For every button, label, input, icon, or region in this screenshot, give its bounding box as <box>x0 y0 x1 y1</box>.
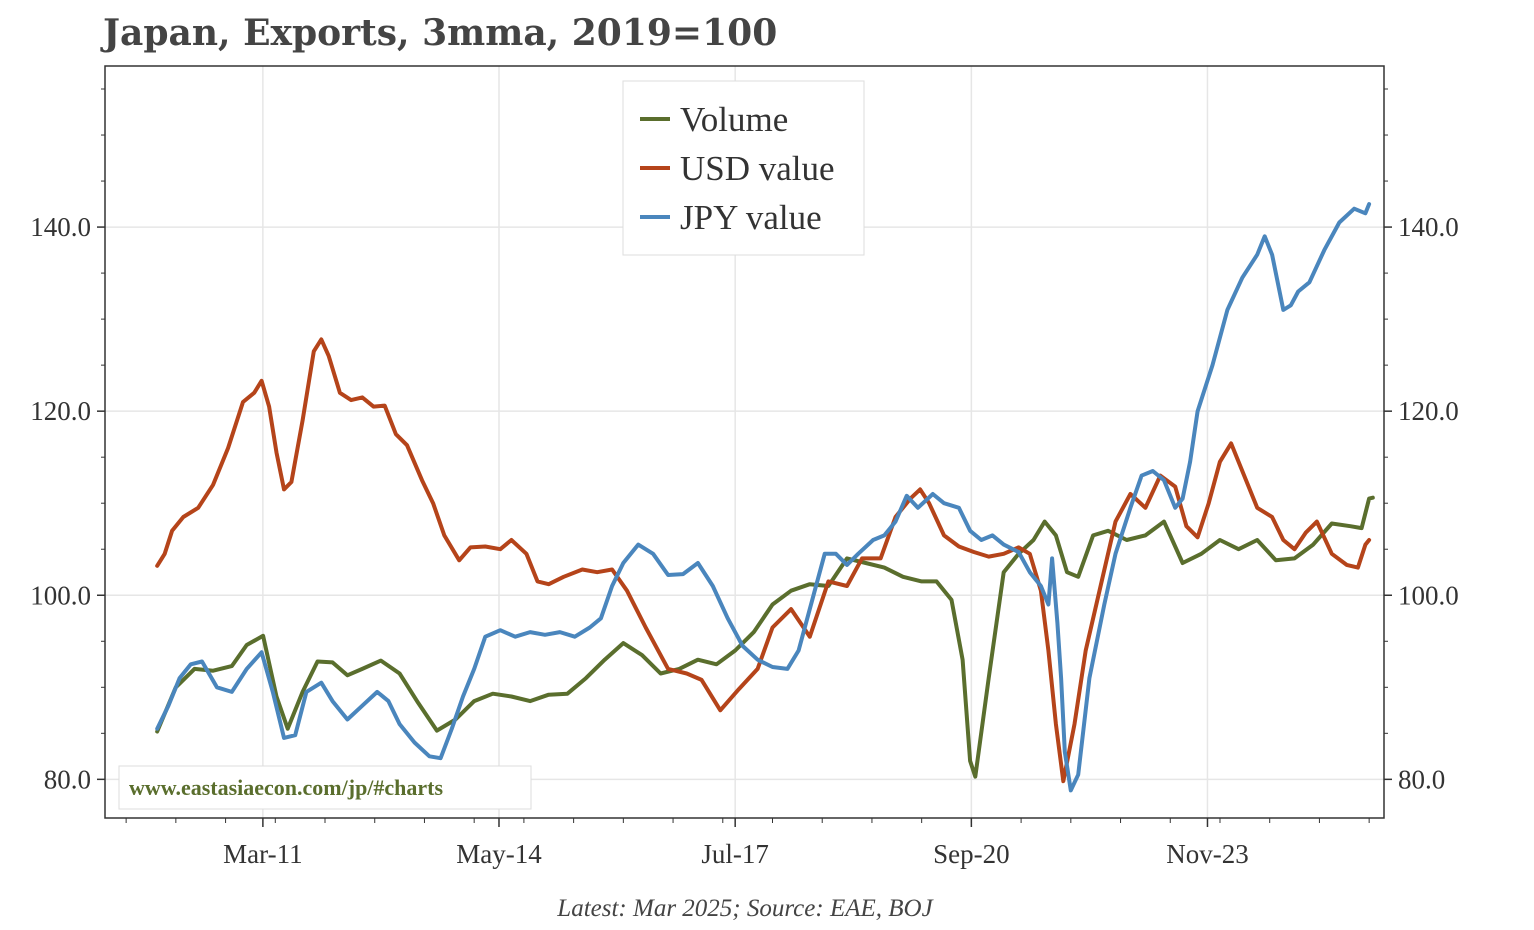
series-line-volume <box>155 495 1375 779</box>
y-tick-label-left: 80.0 <box>44 764 91 794</box>
series-lines <box>155 202 1375 793</box>
y-tick-label-left: 120.0 <box>30 396 91 426</box>
plot-frame <box>104 65 1385 819</box>
y-tick-label-right: 140.0 <box>1398 212 1459 242</box>
y-tick-label-right: 120.0 <box>1398 396 1459 426</box>
legend-label-jpy: JPY value <box>680 198 822 237</box>
chart-title: Japan, Exports, 3mma, 2019=100 <box>103 12 778 54</box>
y-tick-label-left: 100.0 <box>30 580 91 610</box>
watermark: www.eastasiaecon.com/jp/#charts <box>118 765 532 810</box>
y-tick-label-right: 100.0 <box>1398 580 1459 610</box>
y-tick-label-left: 140.0 <box>30 212 91 242</box>
x-tick-label: May-14 <box>456 839 542 869</box>
axis-ticks: 80.0 80.0 100.0 100.0 120.0 120.0 140.0 140.0 Ma… <box>30 88 1459 869</box>
x-tick-label: Sep-20 <box>933 839 1010 869</box>
series-line-jpy-value <box>155 202 1372 793</box>
series-line-usd-value <box>155 337 1372 784</box>
chart-footer-source: Latest: Mar 2025; Source: EAE, BOJ <box>557 895 933 922</box>
legend-label-volume: Volume <box>680 100 788 139</box>
legend: Volume USD value JPY value <box>622 80 865 256</box>
x-tick-label: Mar-11 <box>223 839 302 869</box>
x-tick-label: Nov-23 <box>1166 839 1249 869</box>
x-tick-label: Jul-17 <box>701 839 769 869</box>
y-tick-label-right: 80.0 <box>1398 764 1445 794</box>
watermark-text: www.eastasiaecon.com/jp/#charts <box>129 775 444 800</box>
legend-label-usd: USD value <box>680 149 835 188</box>
watermark-box <box>118 765 532 810</box>
